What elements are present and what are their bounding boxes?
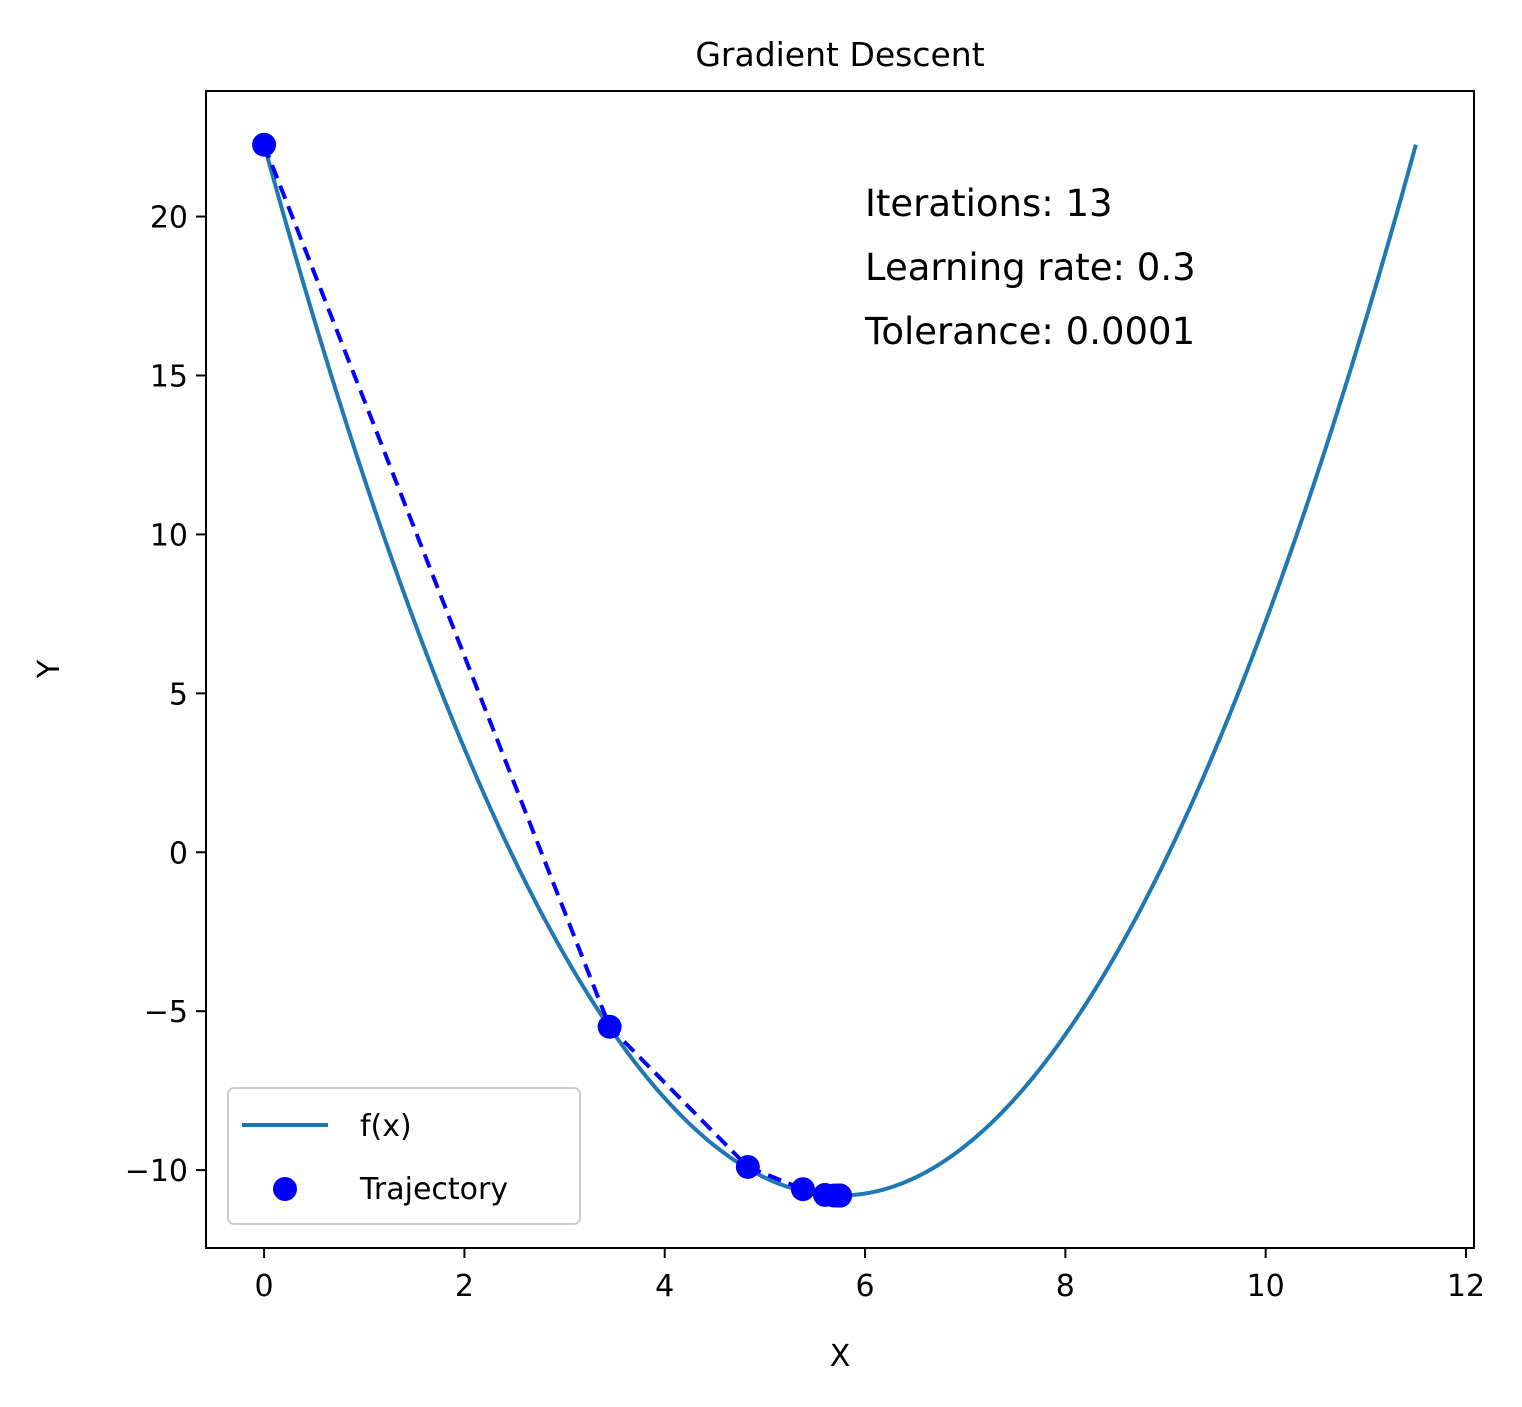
y-tick-label: −10 bbox=[125, 1154, 188, 1189]
chart-title: Gradient Descent bbox=[695, 35, 984, 74]
x-tick-label: 8 bbox=[1056, 1269, 1075, 1304]
legend-frame bbox=[227, 1087, 581, 1225]
axis-ticks: 0 2 4 6 8 10 12 −10 −5 0 5 10 15 20 bbox=[125, 201, 1485, 1304]
trajectory-point bbox=[735, 1154, 760, 1179]
legend: f(x) Trajectory bbox=[227, 1087, 581, 1225]
annotation-tolerance: Tolerance: 0.0001 bbox=[864, 310, 1195, 353]
x-tick-label: 6 bbox=[855, 1269, 874, 1304]
y-tick-label: −5 bbox=[144, 995, 188, 1030]
x-tick-label: 0 bbox=[255, 1269, 274, 1304]
y-tick-label: 15 bbox=[150, 359, 188, 394]
trajectory-point bbox=[597, 1014, 622, 1039]
legend-marker-swatch bbox=[273, 1177, 297, 1201]
x-tick-label: 10 bbox=[1247, 1269, 1285, 1304]
legend-label-function: f(x) bbox=[360, 1109, 412, 1144]
x-tick-label: 4 bbox=[655, 1269, 674, 1304]
y-tick-label: 0 bbox=[169, 836, 188, 871]
annotation-iterations: Iterations: 13 bbox=[865, 182, 1113, 225]
function-curve bbox=[262, 144, 1418, 1198]
trajectory-point bbox=[790, 1177, 815, 1202]
x-tick-label: 12 bbox=[1447, 1269, 1485, 1304]
trajectory-point bbox=[252, 132, 277, 157]
plot-frame bbox=[205, 90, 1475, 1249]
trajectory-line bbox=[262, 143, 840, 1198]
y-tick-label: 10 bbox=[150, 518, 188, 553]
y-axis-label: Y bbox=[32, 659, 67, 679]
annotation-learning-rate: Learning rate: 0.3 bbox=[865, 246, 1196, 289]
trajectory-point bbox=[828, 1183, 852, 1208]
x-tick-label: 2 bbox=[455, 1269, 474, 1304]
x-axis-label: X bbox=[830, 1339, 851, 1374]
legend-label-trajectory: Trajectory bbox=[359, 1172, 508, 1207]
annotation-box: Iterations: 13 Learning rate: 0.3 Tolera… bbox=[864, 182, 1196, 353]
y-tick-label: 20 bbox=[150, 201, 188, 236]
y-tick-label: 5 bbox=[169, 677, 188, 712]
plot-area bbox=[252, 132, 1418, 1208]
